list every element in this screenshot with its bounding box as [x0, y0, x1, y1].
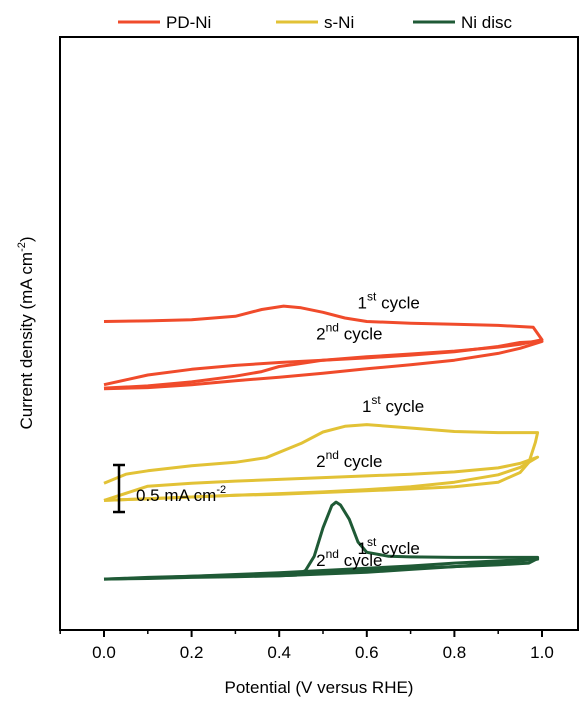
- scale-bar-label: 0.5 mA cm-2: [136, 484, 226, 505]
- x-axis-label: Potential (V versus RHE): [225, 678, 414, 697]
- y-axis-label-main: Current density (mA cm: [17, 252, 36, 430]
- x-tick-label: 0.2: [180, 643, 204, 662]
- annotation-2nd-cycle: 2nd cycle: [316, 547, 382, 570]
- legend-label-pd-ni: PD-Ni: [166, 13, 211, 32]
- curves: [103, 304, 544, 581]
- plot-frame: [59, 36, 579, 631]
- x-tick-label: 0.4: [267, 643, 291, 662]
- annotation-1st-cycle: 1st cycle: [358, 289, 420, 312]
- y-axis-label: Current density (mA cm-2): [16, 236, 36, 429]
- annotation-1st-cycle: 1st cycle: [362, 393, 424, 416]
- x-axis: 0.0 0.2 0.4 0.6 0.8 1.0: [59, 630, 554, 662]
- legend-label-s-ni: s-Ni: [324, 13, 354, 32]
- y-axis-label-close: ): [17, 236, 36, 242]
- x-tick-label: 0.0: [92, 643, 116, 662]
- curve-pd-ni-cycle-2nd: [103, 339, 544, 391]
- curve-s-ni-cycle-2nd: [103, 455, 540, 502]
- curve-ni-disc-cycle-2nd: [103, 557, 540, 581]
- curve-pd-ni-cycle-1st: [103, 304, 544, 390]
- x-tick-label: 0.8: [443, 643, 467, 662]
- annotation-2nd-cycle: 2nd cycle: [316, 321, 382, 344]
- annotation-1st-cycle: 1st cycle: [358, 535, 420, 558]
- legend-label-ni-disc: Ni disc: [461, 13, 513, 32]
- legend: PD-Ni s-Ni Ni disc: [118, 13, 513, 32]
- x-tick-label: 0.6: [355, 643, 379, 662]
- annotation-2nd-cycle: 2nd cycle: [316, 448, 382, 471]
- y-axis-label-sup: -2: [16, 242, 28, 252]
- x-tick-label: 1.0: [530, 643, 554, 662]
- scale-bar: 0.5 mA cm-2: [113, 463, 226, 514]
